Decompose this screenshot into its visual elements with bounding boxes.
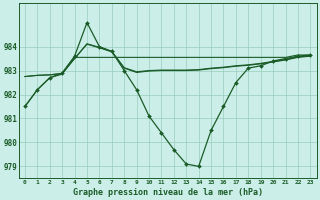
X-axis label: Graphe pression niveau de la mer (hPa): Graphe pression niveau de la mer (hPa) <box>73 188 263 197</box>
